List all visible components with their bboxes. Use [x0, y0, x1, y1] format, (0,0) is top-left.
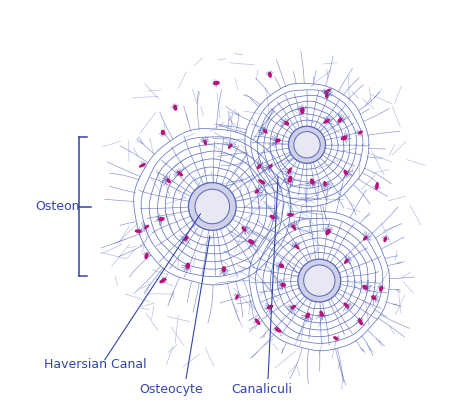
Ellipse shape: [310, 178, 315, 185]
Ellipse shape: [166, 178, 171, 183]
Ellipse shape: [323, 181, 327, 186]
Ellipse shape: [263, 129, 268, 134]
Text: Canaliculi: Canaliculi: [231, 383, 292, 396]
Ellipse shape: [203, 140, 207, 145]
Circle shape: [298, 259, 341, 302]
Text: Haversian Canal: Haversian Canal: [44, 358, 146, 371]
Ellipse shape: [375, 182, 379, 190]
Ellipse shape: [333, 336, 338, 340]
Ellipse shape: [268, 164, 273, 169]
Text: Osteon: Osteon: [35, 200, 80, 213]
Ellipse shape: [213, 81, 220, 85]
Circle shape: [189, 183, 236, 230]
Ellipse shape: [258, 179, 265, 185]
Ellipse shape: [173, 104, 177, 111]
Ellipse shape: [184, 235, 189, 241]
Ellipse shape: [159, 278, 166, 283]
Ellipse shape: [323, 119, 330, 124]
Ellipse shape: [255, 318, 260, 325]
Ellipse shape: [319, 311, 324, 317]
Ellipse shape: [177, 171, 183, 176]
Ellipse shape: [294, 244, 300, 249]
Ellipse shape: [275, 139, 281, 143]
Ellipse shape: [248, 239, 255, 244]
Ellipse shape: [275, 327, 282, 333]
Ellipse shape: [325, 229, 331, 235]
Ellipse shape: [139, 163, 146, 168]
Text: Osteocyte: Osteocyte: [139, 383, 203, 396]
Ellipse shape: [145, 252, 148, 259]
Circle shape: [294, 132, 320, 158]
Ellipse shape: [161, 130, 165, 135]
Ellipse shape: [268, 72, 272, 78]
Ellipse shape: [270, 215, 275, 219]
Circle shape: [289, 126, 326, 163]
Ellipse shape: [287, 167, 292, 174]
Ellipse shape: [135, 229, 142, 233]
Ellipse shape: [291, 305, 296, 309]
Ellipse shape: [300, 107, 305, 114]
Ellipse shape: [371, 295, 376, 300]
Ellipse shape: [337, 118, 342, 123]
Ellipse shape: [158, 217, 164, 221]
Ellipse shape: [344, 302, 349, 308]
Ellipse shape: [235, 294, 239, 300]
Ellipse shape: [344, 170, 348, 176]
Circle shape: [304, 265, 335, 296]
Ellipse shape: [341, 135, 347, 140]
Ellipse shape: [358, 318, 363, 325]
Ellipse shape: [358, 131, 363, 135]
Ellipse shape: [144, 225, 149, 229]
Circle shape: [195, 189, 229, 224]
Ellipse shape: [287, 213, 294, 216]
Ellipse shape: [267, 305, 273, 309]
Ellipse shape: [228, 144, 232, 149]
Ellipse shape: [344, 259, 348, 264]
Ellipse shape: [324, 88, 331, 94]
Ellipse shape: [292, 224, 296, 230]
Ellipse shape: [383, 237, 387, 242]
Ellipse shape: [379, 286, 383, 292]
Ellipse shape: [242, 226, 246, 232]
Ellipse shape: [362, 285, 368, 290]
Ellipse shape: [255, 189, 259, 194]
Ellipse shape: [185, 263, 190, 269]
Ellipse shape: [281, 283, 286, 287]
Ellipse shape: [284, 121, 289, 126]
Ellipse shape: [363, 236, 367, 241]
Ellipse shape: [305, 313, 310, 318]
Ellipse shape: [279, 263, 284, 268]
Ellipse shape: [288, 176, 292, 183]
Ellipse shape: [257, 164, 261, 169]
Ellipse shape: [222, 266, 226, 272]
Ellipse shape: [325, 93, 328, 99]
